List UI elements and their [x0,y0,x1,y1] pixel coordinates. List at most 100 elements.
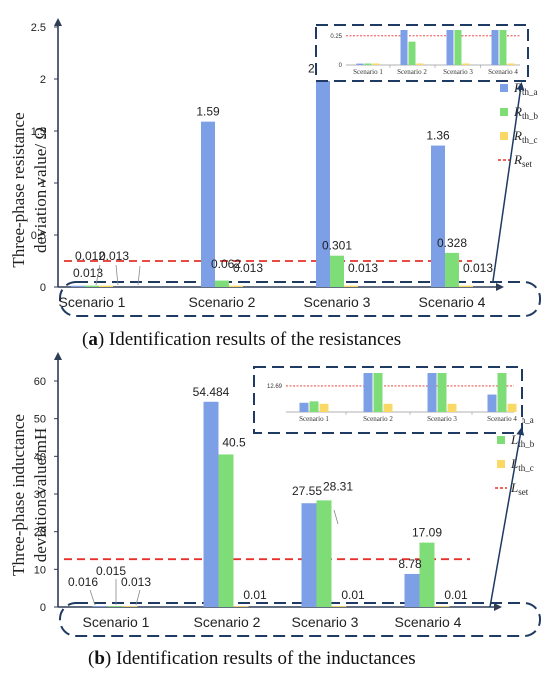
data-label: 0.013 [348,261,378,275]
bar-th_c-4 [459,285,473,287]
y-tick-label: 1.5 [31,126,46,138]
legend-label-th_a: Rth_a [513,80,537,97]
inset-bar [416,63,424,65]
zoom-inset-frame [253,366,523,434]
inset-bar [408,41,416,65]
inset-bar [491,30,499,65]
y-axis-label: Three-phase inductance deviation value/mH [9,414,50,576]
caption-text: Identification results of the resistance… [109,329,401,350]
legend-symbol: R [513,152,522,167]
zoom-arrow [492,82,525,282]
y-axis-label-line2: deviation value/ Ω [31,127,50,253]
legend-subscript: th_a [522,87,538,97]
y-tick-label: 0 [40,602,46,614]
inset-bar [447,403,457,412]
zoom-arrow [489,427,525,608]
data-label: 17.09 [412,526,442,540]
x-category-label: Scenario 4 [395,614,462,630]
data-label: 0.328 [437,236,467,250]
legend-subscript: th_c [522,135,538,145]
chart-panel-resistance: 0 0.5 1 1.5 2 2.5 Three-phase resistance deviat… [9,18,541,350]
data-label: 0.016 [68,575,98,589]
bar-th_b-4 [419,542,435,607]
inset-bar [400,30,408,65]
legend-swatch-th_a [500,84,508,92]
bar-th_b-3 [330,255,344,287]
inset-bar [427,373,437,412]
inset-bar [462,63,470,65]
legend-subscript: set [522,159,532,169]
data-label: 28.31 [323,479,353,493]
legend-swatch-th_c [497,460,505,468]
bar-th_c-2 [233,606,249,607]
inset-category-label: Scenario 1 [353,68,383,76]
inset-category-label: Scenario 1 [299,415,329,423]
data-label: 8.78 [398,557,422,571]
data-label: 1.59 [196,105,220,119]
x-category-label: Scenario 3 [304,294,371,310]
bar-th_a-2 [203,401,219,607]
chart-panel-inductance: 0 10 20 30 40 50 60 Three-phase inductance devia… [9,352,541,669]
y-tick-label: 2.5 [31,22,46,34]
y-axis-label: Three-phase resistance deviation value/ Ω [9,112,50,267]
inset-bar [446,30,454,65]
data-label: 0.013 [121,575,151,589]
caption-paren: ( [82,329,88,350]
y-tick-label: 60 [34,376,46,388]
leader-line [137,265,141,286]
caption-paren: ( [88,648,94,669]
legend-subscript: th_b [522,111,539,121]
inset-category-label: Scenario 3 [443,68,473,76]
figure-caption: (b) Identification results of the induct… [88,648,416,669]
inset-category-label: Scenario 2 [363,415,393,423]
bar-th_b-3 [316,500,332,607]
data-label: 0.01 [243,588,267,602]
bar-th_c-3 [331,606,347,607]
y-tick-label: 0 [40,282,46,294]
inset-category-label: Scenario 4 [487,415,517,423]
data-label: 0.013 [99,249,129,263]
caption-text: Identification results of the inductance… [116,648,416,669]
y-tick-label: 0.5 [31,230,46,242]
bar-th_a-2 [201,121,215,287]
y-tick-label: 1 [40,178,46,190]
bar-th_a-4 [431,145,445,287]
x-category-label: Scenario 1 [83,614,150,630]
caption-label: b [94,648,105,669]
legend-symbol: R [513,128,522,143]
inset-bar [363,373,373,412]
data-label: 0.01 [444,588,468,602]
inset-bar [372,63,380,65]
legend-label-th_c: Rth_c [513,128,537,145]
y-axis-label-line1: Three-phase inductance [9,414,28,576]
inset-bar [437,373,447,412]
y-tick-label: 2 [40,74,46,86]
y-tick-label: 30 [34,489,46,501]
leader-line [333,509,339,525]
data-label: 0.013 [233,261,263,275]
leader-line [89,589,96,606]
bar-th_a-1 [92,606,108,607]
bar-th_a-3 [301,503,317,607]
bar-th_c-3 [344,285,358,287]
leader-line [135,589,141,606]
inset-bar [499,30,507,65]
inset-bar [454,30,462,65]
legend-label-set: Lset [510,480,529,497]
bar-th_a-4 [404,573,420,607]
legend-subscript: th_b [518,439,535,449]
legend-subscript: th_c [518,463,534,473]
zoom-highlight-loop [59,602,541,637]
y-tick-label: 40 [34,451,46,463]
caption-label: a [88,329,98,350]
inset-bar [507,403,517,412]
data-label: 0.01 [341,588,365,602]
data-label: 0.015 [96,564,126,578]
inset-y-tick: 12.69 [267,384,283,390]
bar-th_b-2 [215,280,229,287]
inset-bar [497,373,507,412]
legend-subscript: set [518,487,528,497]
legend-label-th_c: Lth_c [510,456,534,473]
legend-symbol: L [510,480,518,495]
